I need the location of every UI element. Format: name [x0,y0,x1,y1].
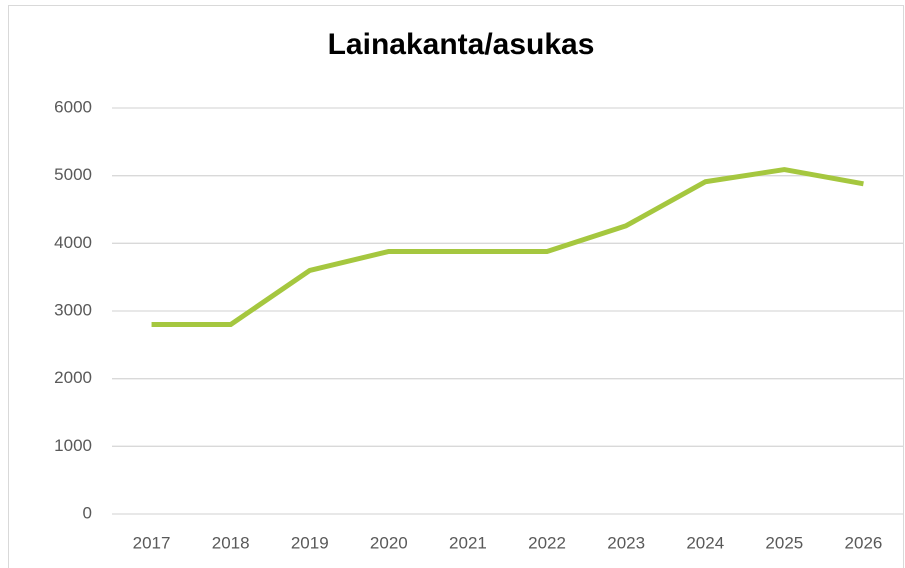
x-tick-label: 2019 [291,533,329,552]
x-tick-label: 2017 [133,533,171,552]
y-tick-label: 4000 [54,233,92,252]
x-tick-label: 2023 [607,533,645,552]
x-tick-label: 2022 [528,533,566,552]
y-tick-label: 2000 [54,368,92,387]
y-tick-label: 1000 [54,436,92,455]
x-tick-label: 2026 [845,533,883,552]
y-tick-label: 6000 [54,97,92,116]
data-line [151,167,864,328]
y-tick-label: 5000 [54,165,92,184]
x-tick-label: 2020 [370,533,408,552]
x-tick-label: 2018 [212,533,250,552]
y-tick-label: 3000 [54,300,92,319]
x-tick-label: 2024 [686,533,724,552]
chart-frame [8,5,904,568]
x-tick-label: 2025 [765,533,803,552]
x-tick-label: 2021 [449,533,487,552]
chart-title: Lainakanta/asukas [328,28,595,61]
y-tick-label: 0 [83,503,92,522]
